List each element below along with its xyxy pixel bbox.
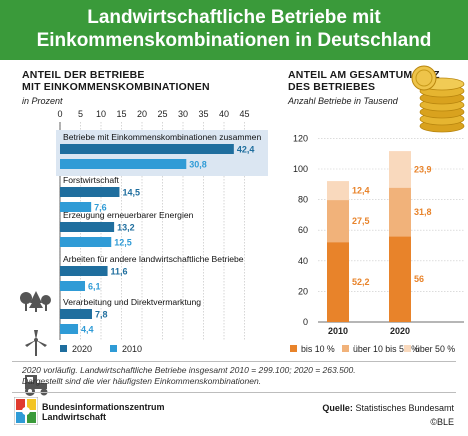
value-label: 23,9 [414, 164, 432, 174]
right-unit: Anzahl Betriebe in Tausend [288, 96, 398, 106]
wind-turbine-icon [25, 330, 47, 356]
source-text: Statistisches Bundesamt [355, 403, 454, 413]
bar-2010 [60, 281, 86, 291]
value-label: 56 [414, 274, 424, 284]
legend-swatch-2020 [60, 345, 67, 352]
source-label: Quelle: [322, 403, 353, 413]
footnote: 2020 vorläufig. Landwirtschaftliche Betr… [22, 365, 356, 387]
left-chart: 0 5 10 15 20 25 30 35 40 45 Betriebe mit E [20, 109, 268, 396]
category-label: Forstwirtschaft [63, 175, 119, 185]
bar-2010 [60, 237, 112, 247]
copyright: ©BLE [430, 417, 454, 427]
divider-top [12, 361, 456, 362]
y-tick-label: 0 [303, 317, 308, 327]
bar-segment-bis 10 % [327, 242, 349, 322]
y-tick-label: 60 [298, 225, 308, 235]
legend-swatch [342, 345, 349, 352]
x-tick-label: 45 [239, 109, 249, 119]
logo-text: Bundesinformationszentrum Landwirtschaft [42, 402, 165, 422]
legend-label: über 50 % [415, 344, 455, 354]
y-tick-label: 40 [298, 256, 308, 266]
ble-logo [14, 397, 38, 425]
logo-line-1: Bundesinformationszentrum [42, 402, 165, 412]
bar-segment-über 10 bis 50 % [389, 187, 411, 237]
right-chart-title: ANTEIL AM GESAMTUMSATZ DES BETRIEBES [288, 69, 440, 93]
right-chart: 0 20 40 60 80 100 120 52,2 27,5 12,4 2010 56 31,8 23… [290, 133, 464, 354]
legend-label: über 10 bis 50 % [353, 344, 419, 354]
bar-segment-über 10 bis 50 % [327, 200, 349, 243]
value-label: 14,5 [122, 188, 140, 198]
bar-2020 [60, 309, 92, 319]
value-label: 31,8 [414, 207, 432, 217]
legend-label-2010: 2010 [122, 344, 142, 354]
coin [415, 69, 433, 87]
y-tick-label: 20 [298, 286, 308, 296]
category-label: 2010 [328, 326, 348, 336]
value-label: 7,6 [94, 203, 107, 213]
x-tick-label: 30 [178, 109, 188, 119]
bar-2020 [60, 144, 234, 154]
category-icons [20, 291, 51, 396]
category-label: Arbeiten für andere landwirtschaftliche … [63, 254, 244, 264]
legend-label: bis 10 % [301, 344, 335, 354]
value-label: 7,8 [95, 310, 108, 320]
value-label: 12,4 [352, 186, 370, 196]
left-chart-title: ANTEIL DER BETRIEBE MIT EINKOMMENSKOMBIN… [22, 69, 210, 93]
bar-segment-über 50 % [327, 181, 349, 201]
value-label: 52,2 [352, 277, 370, 287]
category-label: 2020 [390, 326, 410, 336]
x-tick-label: 35 [198, 109, 208, 119]
x-tick-label: 25 [157, 109, 167, 119]
legend-swatch [290, 345, 297, 352]
bar-2010 [60, 202, 92, 212]
x-tick-label: 0 [57, 109, 62, 119]
right-title-line-2: DES BETRIEBES [288, 81, 376, 93]
y-tick-label: 100 [293, 164, 308, 174]
bar-segment-über 50 % [389, 151, 411, 188]
title-banner: Landwirtschaftliche Betriebe mit Einkomm… [0, 0, 468, 60]
value-label: 11,6 [111, 267, 128, 277]
category-label: Verarbeitung und Direktvermarktung [63, 297, 201, 307]
title-line-2: Einkommenskombinationen in Deutschland [36, 30, 432, 51]
value-label: 6,1 [88, 282, 101, 292]
left-title-line-1: ANTEIL DER BETRIEBE [22, 69, 145, 81]
bar-segment-bis 10 % [389, 236, 411, 322]
x-tick-label: 10 [96, 109, 106, 119]
legend-swatch-2010 [110, 345, 117, 352]
x-tick-label: 20 [137, 109, 147, 119]
footnote-line-1: 2020 vorläufig. Landwirtschaftliche Betr… [22, 365, 356, 375]
value-label: 12,5 [114, 238, 132, 248]
source: Quelle: Statistisches Bundesamt ©BLE [322, 401, 454, 429]
logo-line-2: Landwirtschaft [42, 412, 107, 422]
value-label: 30,8 [189, 160, 207, 170]
x-tick-label: 15 [116, 109, 126, 119]
title-line-1: Landwirtschaftliche Betriebe mit [87, 7, 381, 28]
bar-2010 [60, 324, 79, 334]
value-label: 13,2 [117, 223, 135, 233]
tree-icon [20, 291, 51, 312]
value-label: 4,4 [81, 325, 94, 335]
x-tick-label: 40 [219, 109, 229, 119]
category-label: Erzeugung erneuerbarer Energien [63, 210, 194, 220]
bar-2020 [60, 187, 120, 197]
coins-illustration [411, 65, 465, 133]
left-unit: in Prozent [22, 96, 63, 106]
divider-bottom [12, 392, 456, 393]
y-tick-label: 120 [293, 133, 308, 143]
y-tick-label: 80 [298, 195, 308, 205]
legend-swatch [404, 345, 411, 352]
value-label: 42,4 [237, 145, 255, 155]
value-label: 27,5 [352, 216, 370, 226]
footnote-line-2: Dargestellt sind die vier häufigsten Ein… [22, 376, 262, 386]
bar-2020 [60, 222, 115, 232]
left-title-line-2: MIT EINKOMMENSKOMBINATIONEN [22, 81, 210, 93]
bar-2020 [60, 266, 108, 276]
right-title-line-1: ANTEIL AM GESAMTUMSATZ [288, 69, 440, 81]
category-label: Betriebe mit Einkommenskombinationen zus… [63, 132, 261, 142]
bar-2010 [60, 159, 187, 169]
legend-label-2020: 2020 [72, 344, 92, 354]
x-tick-label: 5 [78, 109, 83, 119]
